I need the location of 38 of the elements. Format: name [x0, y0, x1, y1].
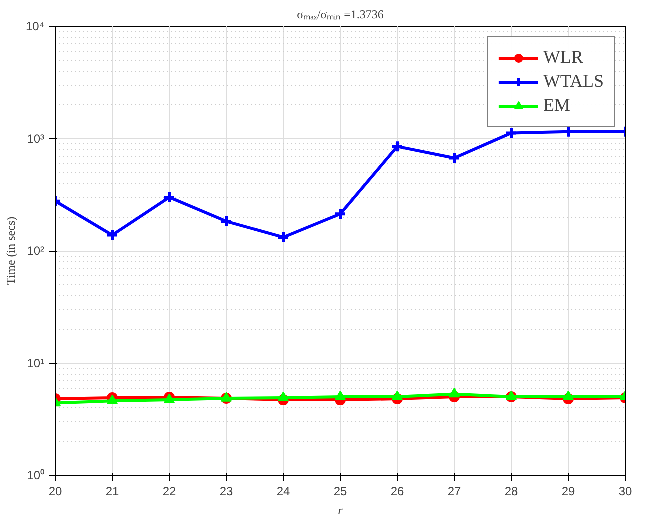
x-tick-label: 27 [448, 484, 462, 498]
point [506, 390, 517, 400]
y-tick-label: 10¹ [27, 356, 45, 370]
y-tick-label: 10² [27, 244, 45, 258]
point [277, 230, 290, 244]
x-axis-title: r [338, 504, 344, 518]
point [334, 208, 347, 221]
y-axis-title: Time (in secs) [4, 216, 18, 286]
point [220, 215, 233, 228]
x-tick-label: 29 [562, 484, 576, 498]
point [278, 392, 289, 402]
point [448, 152, 461, 165]
point [449, 388, 460, 398]
x-tick-label: 23 [220, 484, 234, 498]
point [505, 126, 518, 140]
legend-label: WLR [543, 47, 584, 68]
x-tick-label: 30 [618, 484, 632, 498]
x-tick-label: 28 [504, 484, 518, 498]
point [335, 390, 346, 400]
y-tick-label: 10⁰ [27, 468, 45, 482]
point [563, 390, 574, 400]
x-tick-label: 24 [276, 484, 290, 498]
x-tick-label: 20 [48, 484, 62, 498]
legend-label: WTALS [543, 71, 604, 92]
y-tick-label: 10³ [27, 132, 45, 146]
chart-title: σₘₐₓ/σₘᵢₙ =1.3736 [297, 8, 384, 22]
x-tick-label: 22 [162, 484, 176, 498]
point [392, 390, 403, 400]
y-tick-label: 10⁴ [26, 20, 45, 34]
point [391, 140, 404, 154]
point [562, 125, 575, 138]
x-tick-label: 21 [106, 484, 120, 498]
x-tick-label: 25 [334, 484, 348, 498]
point [106, 228, 119, 242]
point [163, 190, 176, 204]
point [221, 392, 232, 402]
legend-label: EM [543, 95, 570, 116]
x-tick-label: 26 [390, 484, 404, 498]
